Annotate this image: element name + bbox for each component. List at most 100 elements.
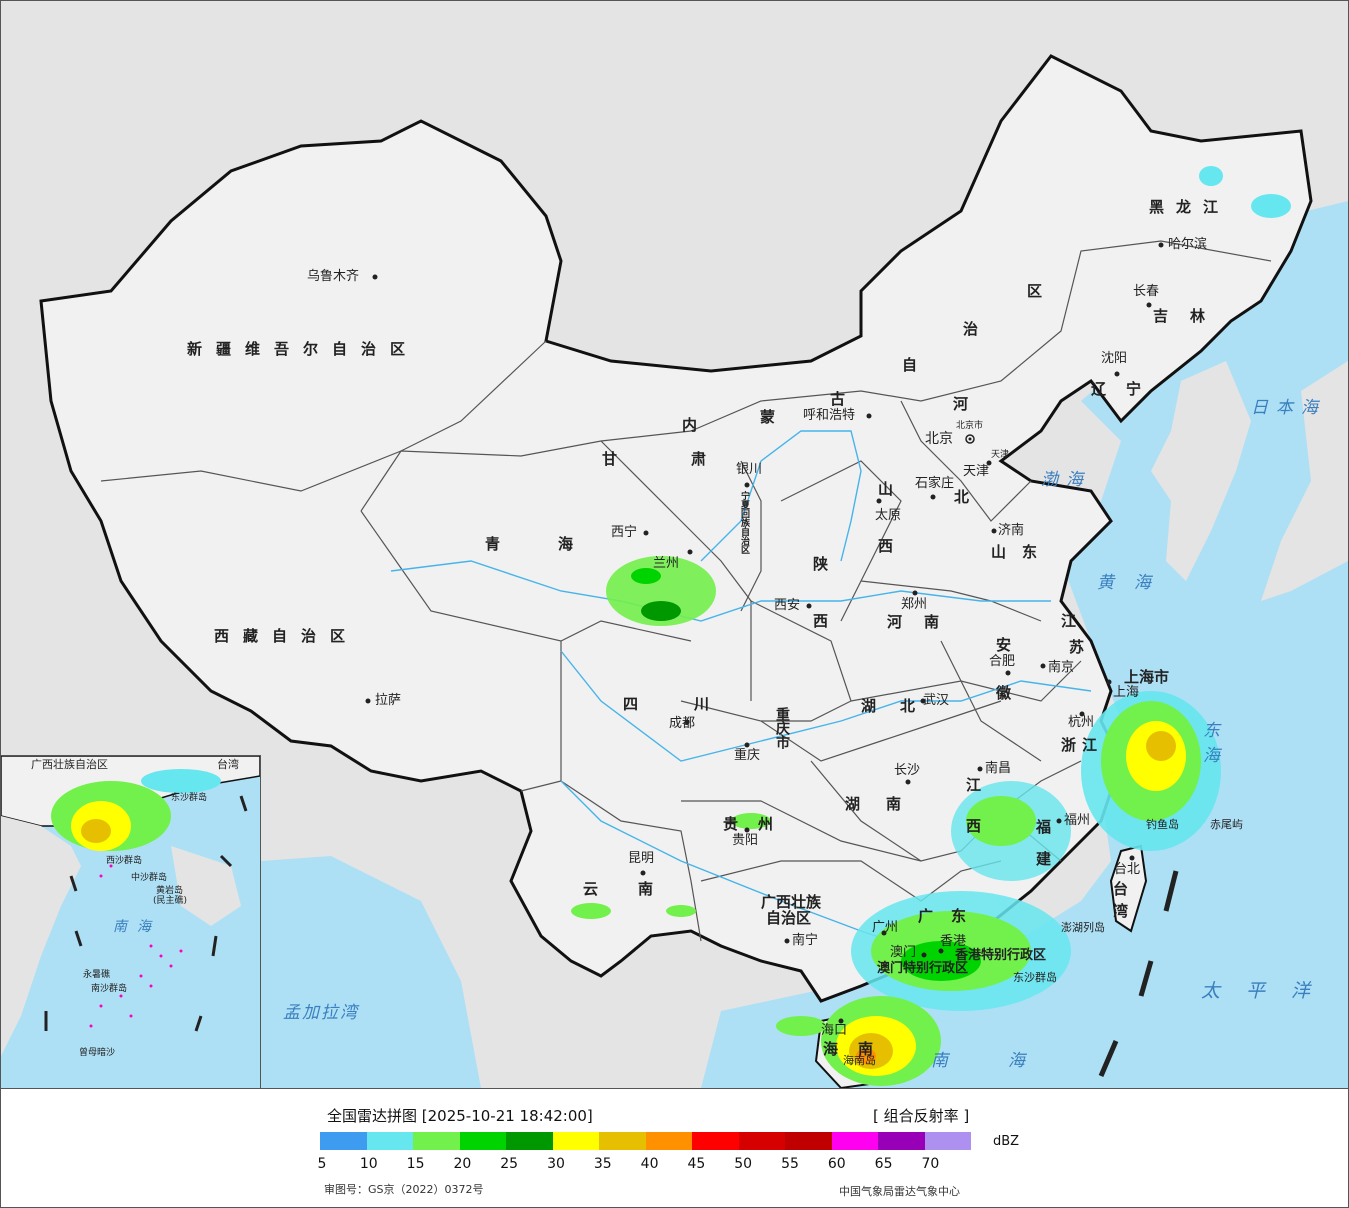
prov-guangxi-2: 自治区 [766, 909, 812, 927]
legend-source: 中国气象局雷达气象中心 [839, 1185, 960, 1198]
city-macao: 澳门 [890, 945, 917, 960]
city-shanghai: 上海 [1113, 685, 1140, 700]
korea-land [1151, 361, 1251, 581]
city-chengdu: 成都 [669, 716, 696, 731]
prov-jiangxi-2: 西 [966, 817, 996, 835]
city-lhasa: 拉萨 [375, 693, 402, 708]
city-guangzhou: 广州 [872, 920, 899, 935]
prov-gansu: 甘肃 [602, 450, 781, 468]
legend-swatch [599, 1132, 646, 1150]
legend-swatch [692, 1132, 739, 1150]
prov-henan: 河南 [887, 613, 962, 631]
legend-tick-label: 65 [874, 1156, 893, 1172]
city-nanchang: 南昌 [985, 761, 1012, 776]
prov-yunnan: 云南 [583, 880, 694, 898]
inset-yongshu: 永暑礁 [83, 970, 111, 980]
legend-swatch [413, 1132, 460, 1150]
legend-swatch [645, 1132, 692, 1150]
isle-penghu: 澎湖列岛 [1061, 921, 1105, 934]
city-harbin: 哈尔滨 [1168, 237, 1208, 252]
prov-heilongjiang: 黑龙江 [1149, 198, 1231, 216]
province-borders [100, 240, 1272, 942]
legend-tick-label: 30 [547, 1156, 565, 1172]
city-jinan: 济南 [998, 523, 1025, 538]
isle-diaoyu: 钓鱼岛 [1146, 818, 1179, 831]
city-tianjin-small: 天津 [991, 450, 1010, 460]
bengal-sea [261, 856, 481, 1088]
city-chongqing: 重庆 [734, 748, 761, 763]
prov-hebei-2: 北 [954, 488, 984, 506]
prov-nmg-2: 蒙 [760, 408, 790, 426]
legend-swatch [320, 1132, 367, 1150]
legend-swatch [552, 1132, 599, 1150]
inset-taiwan: 台湾 [217, 758, 239, 771]
city-urumqi: 乌鲁木齐 [307, 269, 360, 284]
legend-swatch [366, 1132, 413, 1150]
sea-pacific: 太平洋 [1201, 980, 1337, 1002]
prov-guizhou: 贵州 [723, 815, 794, 833]
legend-swatch [924, 1132, 971, 1150]
inset-south-sea: 南海 [113, 919, 161, 935]
prov-nmg-4: 自 [902, 356, 932, 374]
legend-swatch [738, 1132, 785, 1150]
prov-qinghai: 青海 [485, 535, 632, 553]
legend-tick-label: 55 [781, 1156, 799, 1172]
city-yinchuan: 银川 [736, 462, 763, 477]
prov-ningxia: 宁夏回族自治区 [739, 491, 749, 554]
legend-title: 全国雷达拼图 [2025-10-21 18:42:00] [327, 1107, 593, 1125]
radar-echoes [571, 166, 1291, 1086]
prov-shaanxi-2: 西 [813, 612, 843, 630]
south-china-sea-inset: 广西壮族自治区 台湾 东沙群岛 西沙群岛 南海 中沙群岛 黄岩岛 (民主礁) 永… [1, 755, 261, 1088]
legend-tick-label: 15 [406, 1156, 425, 1172]
legend-color-scale [320, 1132, 971, 1150]
inset-svg [1, 756, 260, 1056]
legend-product: [ 组合反射率 ] [873, 1107, 970, 1125]
sea-south: 南海 [931, 1051, 1085, 1071]
prov-hebei-1: 河 [953, 395, 983, 413]
prov-anhui-2: 徽 [996, 684, 1026, 702]
prov-sichuan: 四川 [623, 695, 766, 713]
city-shenyang: 沈阳 [1101, 351, 1128, 366]
city-kunming: 昆明 [628, 851, 655, 866]
prov-nmg-1: 内 [682, 416, 712, 434]
city-hongkong: 香港 [940, 934, 967, 949]
isle-chiwei: 赤尾屿 [1210, 818, 1243, 831]
prov-shanghai: 上海市 [1124, 668, 1170, 686]
city-fuzhou: 福州 [1064, 813, 1091, 828]
city-xian: 西安 [774, 598, 801, 613]
prov-jiangxi-1: 江 [966, 776, 996, 794]
legend-swatch [459, 1132, 506, 1150]
city-hangzhou: 杭州 [1068, 715, 1095, 730]
isle-dongsha: 东沙群岛 [1013, 971, 1057, 984]
prov-jiangsu-2: 苏 [1069, 638, 1099, 656]
city-hohhot: 呼和浩特 [803, 408, 856, 423]
prov-xizang: 西藏自治区 [214, 627, 360, 645]
map-area: 乌鲁木齐 拉萨 西宁 兰州 银川 呼和浩特 北京 北京市 天津 天津 石家庄 太… [1, 1, 1348, 1089]
inset-huangyan: 黄岩岛 [156, 886, 184, 896]
prov-hunan: 湖南 [845, 795, 928, 813]
city-dots [365, 242, 1164, 1024]
legend-tick-label: 10 [359, 1156, 378, 1172]
inset-huangyan-note: (民主礁) [153, 896, 188, 906]
city-wuhan: 武汉 [923, 693, 950, 708]
legend-swatch [831, 1132, 878, 1150]
prov-zhejiang: 浙江 [1061, 736, 1104, 754]
sea-bengal: 孟加拉湾 [283, 1003, 359, 1023]
sea-japan: 日本海 [1251, 398, 1326, 418]
prov-taiwan-1: 台 [1113, 880, 1143, 898]
inset-nansha: 南沙群岛 [91, 984, 128, 994]
isle-hainan: 海南岛 [843, 1054, 876, 1067]
prov-hk-sar: 香港特别行政区 [955, 948, 1047, 963]
city-beijing: 北京 [925, 431, 953, 447]
city-changchun: 长春 [1133, 284, 1160, 299]
prov-macao-sar: 澳门特别行政区 [877, 961, 969, 976]
sea-bohai: 渤海 [1041, 470, 1091, 490]
legend-swatch [785, 1132, 832, 1150]
sea-yellow: 黄海 [1097, 573, 1171, 593]
city-tianjin: 天津 [963, 464, 990, 479]
city-beijing-small: 北京市 [956, 421, 984, 431]
city-xining: 西宁 [611, 525, 638, 540]
prov-guangdong: 广东 [918, 907, 985, 925]
city-lanzhou: 兰州 [653, 556, 680, 571]
